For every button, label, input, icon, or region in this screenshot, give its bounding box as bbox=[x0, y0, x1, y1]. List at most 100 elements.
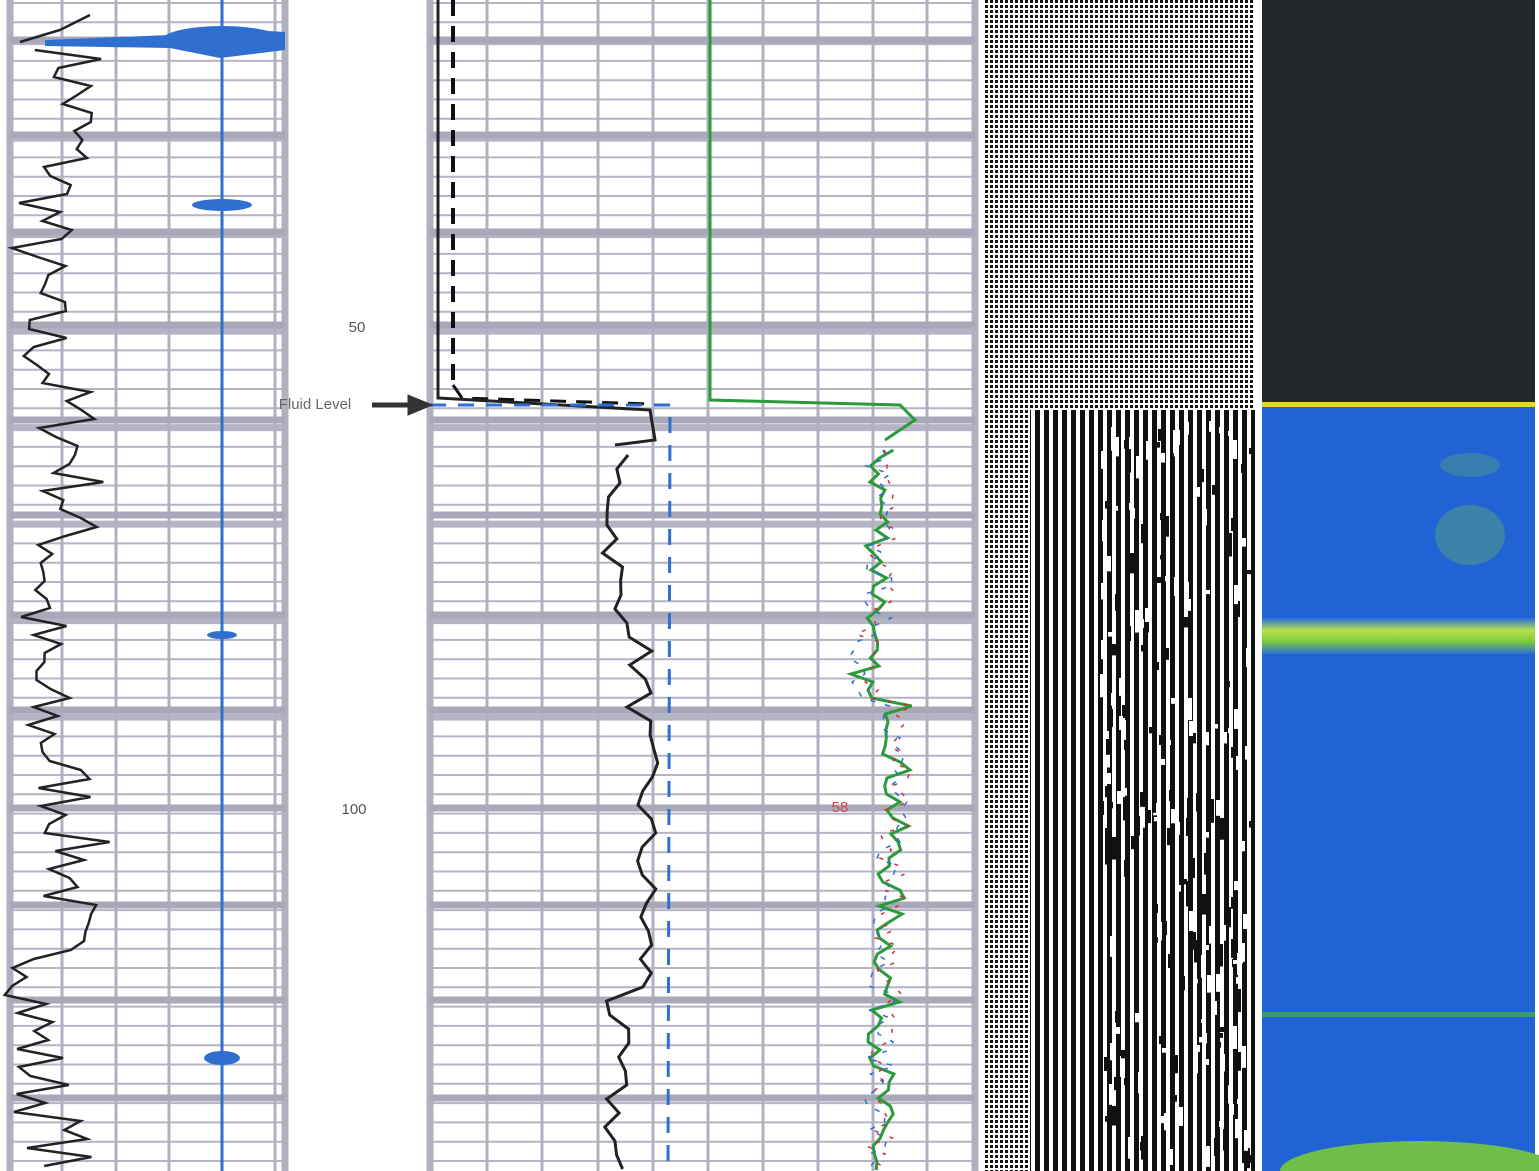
vdl-cell bbox=[1196, 1045, 1200, 1052]
vdl-cell bbox=[1175, 601, 1179, 620]
vdl-cell bbox=[1187, 599, 1191, 611]
vdl-cell bbox=[1205, 732, 1209, 746]
vdl-cell bbox=[1225, 572, 1229, 578]
vdl-cell bbox=[1213, 1001, 1217, 1015]
vdl-cell bbox=[1110, 1043, 1114, 1061]
vdl-cell bbox=[1209, 421, 1213, 432]
arrow bbox=[372, 394, 434, 416]
vdl-cell bbox=[1194, 1052, 1198, 1074]
vdl-cell bbox=[1210, 799, 1214, 823]
vdl-cell bbox=[1170, 749, 1174, 773]
vdl-cell bbox=[1139, 1072, 1143, 1089]
vdl-cell bbox=[1102, 520, 1106, 542]
vdl-cell bbox=[1169, 1149, 1173, 1165]
vdl-cell bbox=[1225, 1073, 1229, 1086]
vdl-cell bbox=[1105, 1116, 1109, 1122]
vdl-cell bbox=[1249, 448, 1253, 455]
vdl-cell bbox=[1123, 788, 1127, 796]
vdl-cell bbox=[1186, 818, 1190, 837]
vdl-cell bbox=[1119, 678, 1123, 696]
vdl-cell bbox=[1141, 645, 1145, 652]
vdl-cell bbox=[1126, 556, 1130, 577]
vdl-cell bbox=[1154, 817, 1158, 822]
vdl-top bbox=[985, 0, 1255, 410]
depth-label: 50 bbox=[349, 319, 366, 336]
vdl-cell bbox=[1193, 834, 1197, 851]
vdl-cell bbox=[1188, 698, 1192, 721]
vdl-cell bbox=[1131, 836, 1135, 850]
vdl-cell bbox=[1231, 939, 1235, 958]
vdl-cell bbox=[1111, 693, 1115, 706]
vdl-cell bbox=[1184, 617, 1188, 628]
vdl-cell bbox=[1189, 1021, 1193, 1030]
vdl-cell bbox=[1161, 453, 1165, 463]
vdl-cell bbox=[1222, 925, 1226, 941]
vdl-cell bbox=[1105, 731, 1109, 740]
vdl-cell bbox=[1186, 891, 1190, 907]
vdl-cell bbox=[1107, 773, 1111, 785]
vdl-cell bbox=[1183, 879, 1187, 885]
vdl-cell bbox=[1130, 685, 1134, 690]
vdl-cell bbox=[1186, 889, 1190, 896]
vdl-cell bbox=[1240, 1159, 1244, 1171]
vdl-cell bbox=[1214, 1138, 1218, 1156]
vdl-cell bbox=[1233, 440, 1237, 459]
vdl-cell bbox=[1107, 556, 1111, 572]
vdl-cell bbox=[1173, 1095, 1177, 1102]
vdl-cell bbox=[1152, 719, 1156, 727]
vdl-cell bbox=[1234, 849, 1238, 873]
vdl-cell bbox=[1163, 921, 1167, 936]
vdl-cell bbox=[1174, 1055, 1178, 1074]
vdl-cell bbox=[1120, 1056, 1124, 1077]
vdl-cell bbox=[1159, 1036, 1163, 1045]
vdl-cell bbox=[1112, 644, 1116, 656]
vdl-cell bbox=[1165, 516, 1169, 537]
vdl-cell bbox=[1236, 601, 1240, 618]
vdl-cell bbox=[1247, 570, 1251, 575]
vdl-cell bbox=[1162, 1149, 1166, 1159]
vdl-cell bbox=[1225, 706, 1229, 729]
vdl-cell bbox=[1109, 709, 1113, 727]
vdl-cell bbox=[1114, 1077, 1118, 1091]
vdl-cell bbox=[1236, 977, 1240, 984]
vdl-cell bbox=[1112, 837, 1116, 860]
vdl-cell bbox=[1123, 797, 1127, 821]
vdl-cell bbox=[1216, 910, 1220, 934]
vdl-cell bbox=[1101, 583, 1105, 600]
vdl-cell bbox=[1147, 810, 1151, 824]
vdl-cell bbox=[1109, 1084, 1113, 1105]
vdl-cell bbox=[1196, 487, 1200, 497]
curve bbox=[852, 449, 916, 1171]
depth-label: 100 bbox=[341, 801, 366, 818]
vdl-cell bbox=[1127, 626, 1131, 641]
vdl-cell bbox=[1212, 485, 1216, 495]
vdl-cell bbox=[1241, 464, 1245, 473]
vdl-cell bbox=[1171, 640, 1175, 660]
vdl-cell bbox=[1169, 790, 1173, 801]
vdl-cell bbox=[1250, 1155, 1254, 1163]
vdl-cell bbox=[1217, 1042, 1221, 1048]
vdl-cell bbox=[1231, 518, 1235, 532]
vdl-cell bbox=[1111, 427, 1115, 451]
vdl-cell bbox=[1160, 513, 1164, 521]
vdl-cell bbox=[1202, 1022, 1206, 1044]
vdl-cell bbox=[1242, 538, 1246, 547]
vdl-cell bbox=[1196, 793, 1200, 812]
vdl-cell bbox=[1192, 733, 1196, 744]
vdl-cell bbox=[1189, 721, 1193, 737]
vdl-cell bbox=[1201, 955, 1205, 978]
vdl-cell bbox=[1174, 448, 1178, 457]
vdl-cell bbox=[1203, 509, 1207, 526]
vdl-cell bbox=[1244, 1130, 1248, 1151]
vdl-cell bbox=[1246, 1148, 1250, 1169]
vdl-cell bbox=[1158, 922, 1162, 941]
vdl-cell bbox=[1234, 881, 1238, 891]
image-band bbox=[1262, 618, 1535, 654]
vdl-cell bbox=[1115, 594, 1119, 611]
vdl-cell bbox=[1124, 440, 1128, 449]
vdl-cell bbox=[1125, 576, 1129, 585]
curve-blob bbox=[192, 199, 252, 211]
vdl-cell bbox=[1197, 615, 1201, 621]
vdl-cell bbox=[1220, 788, 1224, 812]
vdl-cell bbox=[1140, 1142, 1144, 1151]
